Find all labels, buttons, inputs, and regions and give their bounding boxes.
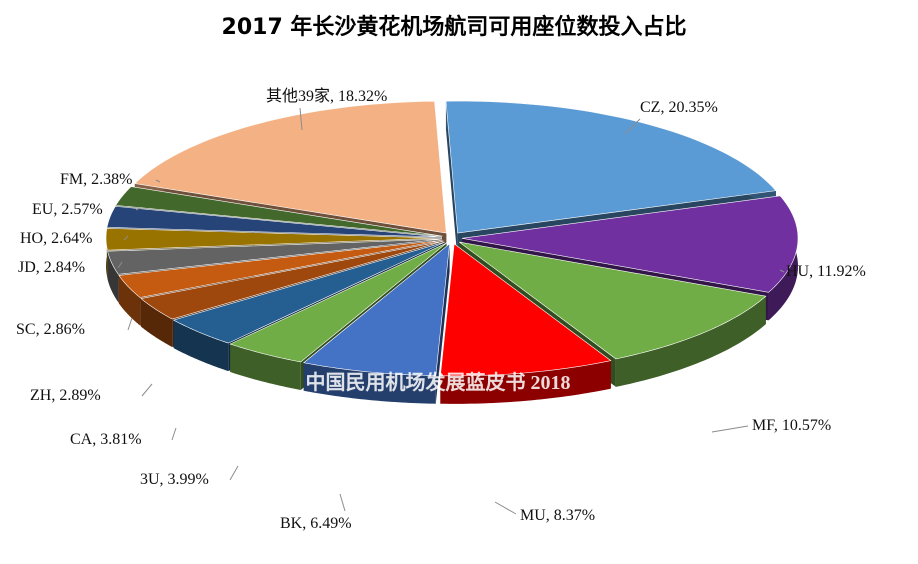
leader-line-JD: [117, 261, 123, 269]
leader-line-EU: [135, 207, 141, 211]
slice-FM: [115, 186, 443, 237]
data-label-3U: 3U, 3.99%: [140, 471, 209, 488]
leader-line-其他39家: [299, 107, 303, 131]
data-label-EU: EU, 2.57%: [32, 201, 103, 218]
slice-CZ: [445, 100, 777, 234]
slice-SC: [118, 239, 443, 298]
leader-line-CZ: [624, 118, 641, 135]
slice-BK: [303, 243, 450, 377]
slice-MF: [459, 241, 767, 360]
data-label-CZ: CZ, 20.35%: [640, 99, 718, 116]
data-label-MF: MF, 10.57%: [752, 417, 831, 434]
leader-lines: [117, 107, 785, 515]
pie-tops: [105, 100, 799, 377]
slice-HU: [461, 195, 799, 293]
slice-其他39家: [134, 100, 447, 234]
slice-EU: [106, 205, 443, 238]
slice-MU: [440, 243, 612, 377]
data-label-ZH: ZH, 2.89%: [30, 387, 101, 404]
slice-ZH: [140, 240, 444, 320]
chart-title: 2017 年长沙黄花机场航司可用座位数投入占比: [222, 14, 687, 40]
data-label-JD: JD, 2.84%: [18, 259, 85, 276]
slice-HO: [105, 228, 443, 251]
data-label-HO: HO, 2.64%: [20, 230, 92, 247]
leader-line-CA: [171, 427, 177, 441]
leader-line-ZH: [141, 383, 153, 397]
data-label-FM: FM, 2.38%: [60, 171, 132, 188]
leader-line-HO: [123, 235, 129, 241]
leader-line-MF: [711, 425, 749, 433]
slice-CA: [172, 241, 445, 344]
data-label-CA: CA, 3.81%: [70, 431, 142, 448]
slice-JD: [107, 238, 443, 275]
data-label-MU: MU, 8.37%: [520, 507, 595, 524]
data-labels: CZ, 20.35% HU, 11.92% MF, 10.57% MU, 8.37% B…: [16, 87, 866, 532]
leader-line-FM: [155, 179, 161, 183]
data-label-SC: SC, 2.86%: [16, 321, 85, 338]
leader-line-BK: [339, 493, 346, 512]
data-label-BK: BK, 6.49%: [280, 515, 352, 532]
watermark-text: 中国民用机场发展蓝皮书 2018: [306, 370, 571, 394]
leader-line-MU: [494, 501, 517, 515]
data-label-其他39家: 其他39家, 18.32%: [266, 87, 387, 105]
leader-line-3U: [229, 465, 239, 481]
leader-line-HU: [779, 269, 785, 273]
slice-3U: [229, 242, 447, 363]
data-label-HU: HU, 11.92%: [786, 263, 866, 280]
leader-line-SC: [127, 317, 133, 331]
